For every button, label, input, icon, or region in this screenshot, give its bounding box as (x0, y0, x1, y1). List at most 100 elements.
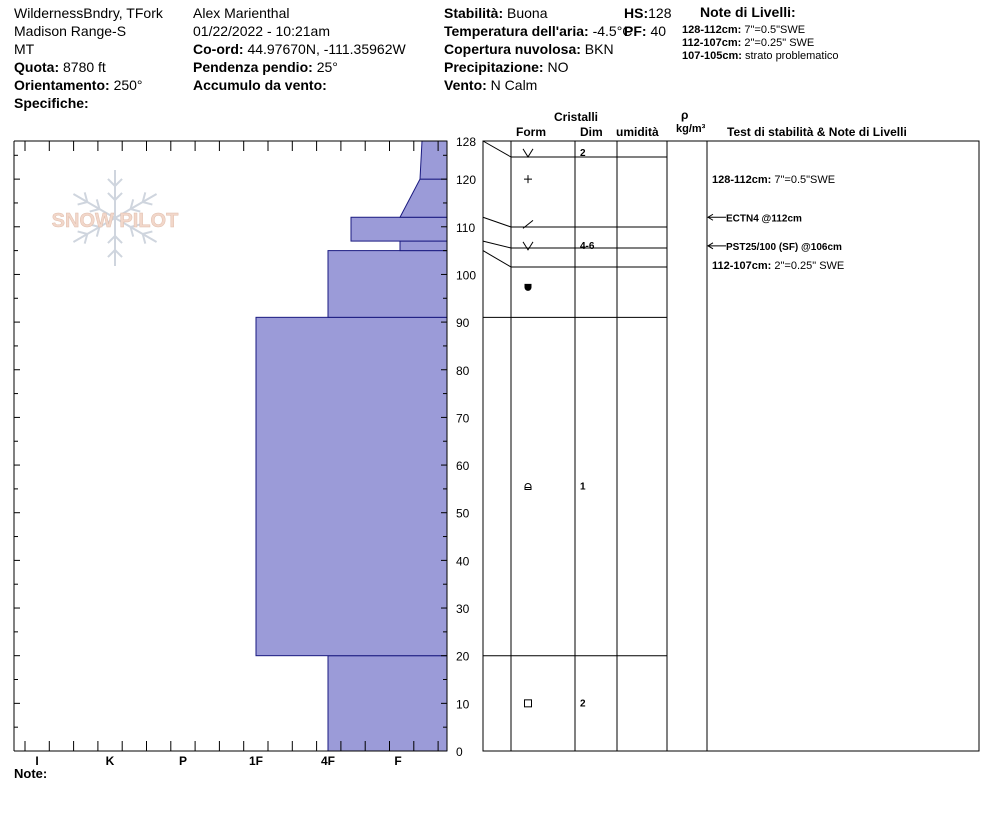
y-tick-label: 120 (456, 173, 476, 187)
location-line-3: MT (14, 41, 35, 57)
stability-test: ECTN4 @112cm (726, 213, 802, 224)
hardness-layer (419, 140, 448, 180)
hardness-layer (255, 316, 448, 657)
x-tick-label: 4F (321, 754, 335, 768)
aspect: Orientamento: 250° (14, 77, 143, 93)
grain-size: 1 (580, 482, 586, 493)
observer: Alex Marienthal (193, 5, 290, 21)
snowflake-branch (77, 230, 88, 235)
y-tick-label: 40 (456, 554, 470, 568)
stability: Stabilità: Buona (444, 5, 548, 21)
grain-size: 2 (580, 698, 586, 709)
snowflake-branch (141, 233, 147, 244)
snowflake-arm (114, 193, 158, 219)
y-tick-label: 70 (456, 411, 470, 425)
coordinates: Co-ord: 44.97670N, -111.35962W (193, 41, 406, 57)
grain-size: 4-6 (580, 241, 595, 252)
elevation: Quota: 8780 ft (14, 59, 106, 75)
x-tick-label: K (106, 754, 115, 768)
layer-connector (482, 250, 512, 268)
y-tick-label: 90 (456, 316, 470, 330)
snowflake-branch (95, 199, 101, 210)
snowflake-branch (89, 208, 100, 213)
x-tick-label: I (35, 754, 38, 768)
snowflake-branch (114, 192, 123, 201)
y-tick-label: 20 (456, 650, 470, 664)
hardness-layer (350, 216, 448, 242)
moisture-header: umidità (616, 125, 659, 139)
snowflake-arm (72, 193, 116, 219)
wind-loading: Accumulo da vento: (193, 77, 327, 93)
snowflake-branch (130, 208, 141, 213)
y-tick-label: 0 (456, 745, 463, 759)
stability-notes-header: Test di stabilità & Note di Livelli (727, 125, 907, 139)
x-tick-label: P (179, 754, 187, 768)
hardness-layer (327, 655, 448, 752)
layer-note: 107-105cm: strato problematico (682, 50, 839, 62)
snowflake-branch (130, 223, 141, 228)
melt-form-icon (524, 283, 532, 291)
snowflake-branch (77, 201, 88, 206)
faceted-icon (524, 699, 532, 708)
y-tick-label: 80 (456, 364, 470, 378)
decomposing-icon (522, 220, 534, 229)
rounding-facet-icon (524, 483, 532, 491)
snowflake-branch (107, 192, 116, 201)
size-header: Dim (580, 125, 603, 139)
snowflake-branch (114, 235, 123, 244)
snowflake-branch (142, 230, 153, 235)
test-arrowhead (707, 242, 714, 250)
foot-penetration: PF: 40 (624, 23, 667, 39)
layer-connector (482, 216, 512, 228)
layer-notes-title: Note di Livelli: (700, 4, 796, 20)
snowflake-branch (114, 178, 123, 187)
layer-note: 112-107cm: 2"=0.25" SWE (682, 37, 815, 49)
y-tick-label: 60 (456, 459, 470, 473)
snowflake-branch (114, 249, 123, 258)
snowpilot-logo: SNOW PILOT (51, 170, 179, 266)
surface-hoar-icon (522, 148, 534, 158)
form-header: Form (516, 125, 546, 139)
hardness-layer (399, 178, 448, 218)
logo-text: SNOW PILOT (52, 210, 179, 232)
x-tick-label: 1F (249, 754, 263, 768)
snowflake-arm (114, 217, 158, 243)
snowflake-branch (89, 223, 100, 228)
snowflake-arm (72, 217, 116, 243)
location-line-2: Madison Range-S (14, 23, 127, 39)
crystals-header: Cristalli (554, 110, 599, 124)
y-tick-label: 50 (456, 507, 470, 521)
bottom-note-label: Note: (14, 766, 48, 781)
precipitation: Precipitazione: NO (444, 59, 569, 75)
snowflake-branch (107, 249, 116, 258)
air-temperature: Temperatura dell'aria: -4.5°C (444, 23, 633, 39)
snowflake-branch (83, 233, 89, 244)
datetime: 01/22/2022 - 10:21am (193, 23, 330, 39)
snowflake-branch (107, 235, 116, 244)
grain-size: 2 (580, 148, 586, 159)
slope-angle: Pendenza pendio: 25° (193, 59, 338, 75)
snow-height: HS:128 (624, 5, 672, 21)
density-symbol: ρ (681, 108, 689, 122)
snowflake-branch (129, 226, 135, 237)
location-line-1: WildernessBndry, TFork (14, 5, 163, 21)
hardness-layer (399, 240, 448, 252)
y-tick-label: 30 (456, 602, 470, 616)
test-arrowhead (707, 213, 714, 221)
snowflake-branch (83, 192, 89, 203)
specifics: Specifiche: (14, 95, 89, 111)
layer-connector (482, 240, 512, 249)
x-tick-label: F (394, 754, 401, 768)
right-panel-border (482, 140, 980, 752)
y-tick-label: 110 (456, 221, 475, 235)
hardness-layer (327, 250, 448, 318)
snowflake-branch (141, 192, 147, 203)
layer-note-text: 128-112cm: 7"=0.5"SWE (712, 174, 835, 186)
snowflake-branch (107, 178, 116, 187)
layer-note: 128-112cm: 7"=0.5"SWE (682, 24, 806, 36)
density-header: kg/m³ (676, 123, 706, 135)
y-tick-label: 10 (456, 697, 470, 711)
surface-hoar-icon (522, 241, 534, 251)
wind: Vento: N Calm (444, 77, 538, 93)
